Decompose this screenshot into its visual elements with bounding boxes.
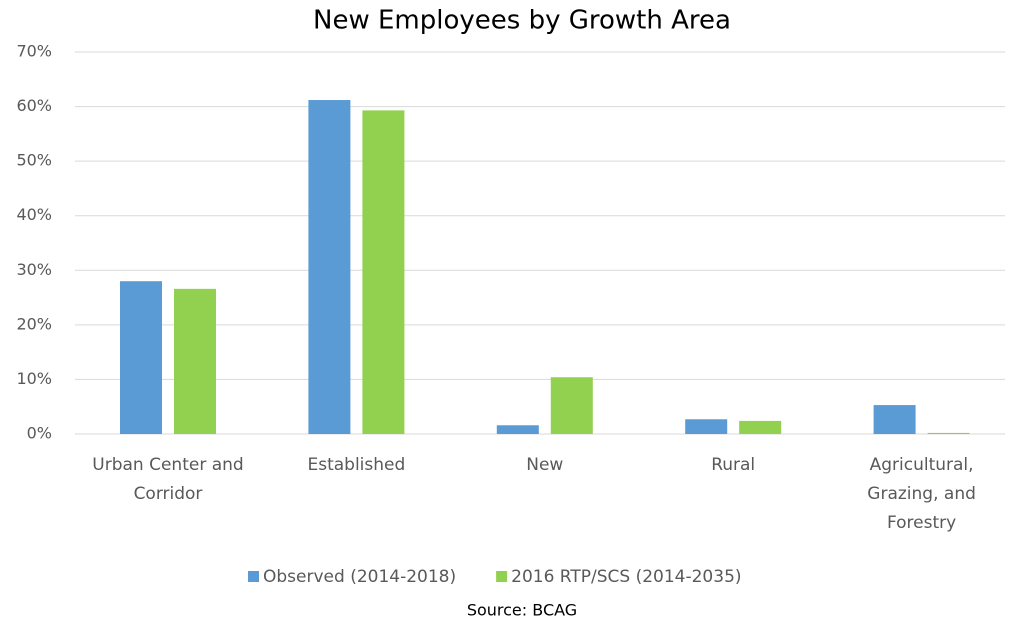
x-tick-label: Established	[307, 455, 406, 475]
y-tick-label: 40%	[16, 205, 52, 224]
y-tick-label: 50%	[16, 151, 52, 170]
bar	[550, 377, 593, 434]
chart-title: New Employees by Growth Area	[313, 6, 731, 36]
bar	[739, 420, 782, 434]
y-tick-label: 30%	[16, 260, 52, 279]
bar	[174, 288, 216, 434]
y-tick-label: 70%	[16, 42, 52, 61]
bar	[120, 281, 162, 434]
y-tick-label: 20%	[16, 314, 52, 333]
bar	[308, 100, 351, 434]
y-tick-label: 60%	[16, 96, 52, 115]
bar	[685, 419, 728, 434]
legend-label: 2016 RTP/SCS (2014-2035)	[511, 567, 741, 587]
x-tick-label: Urban Center and Corridor	[92, 455, 244, 504]
legend-swatch	[496, 571, 508, 582]
y-tick-label: 0%	[27, 424, 52, 443]
source-note: Source: BCAG	[467, 601, 577, 620]
bar	[496, 425, 539, 434]
bar	[927, 432, 970, 434]
x-tick-label: Agricultural, Grazing, and Forestry	[867, 455, 976, 533]
bar	[362, 110, 405, 435]
legend-swatch	[248, 571, 259, 582]
y-tick-label: 10%	[16, 369, 52, 388]
x-tick-label: Rural	[711, 455, 756, 475]
legend-label: Observed (2014-2018)	[263, 567, 456, 587]
x-tick-label: New	[526, 455, 564, 475]
bar	[873, 405, 916, 434]
